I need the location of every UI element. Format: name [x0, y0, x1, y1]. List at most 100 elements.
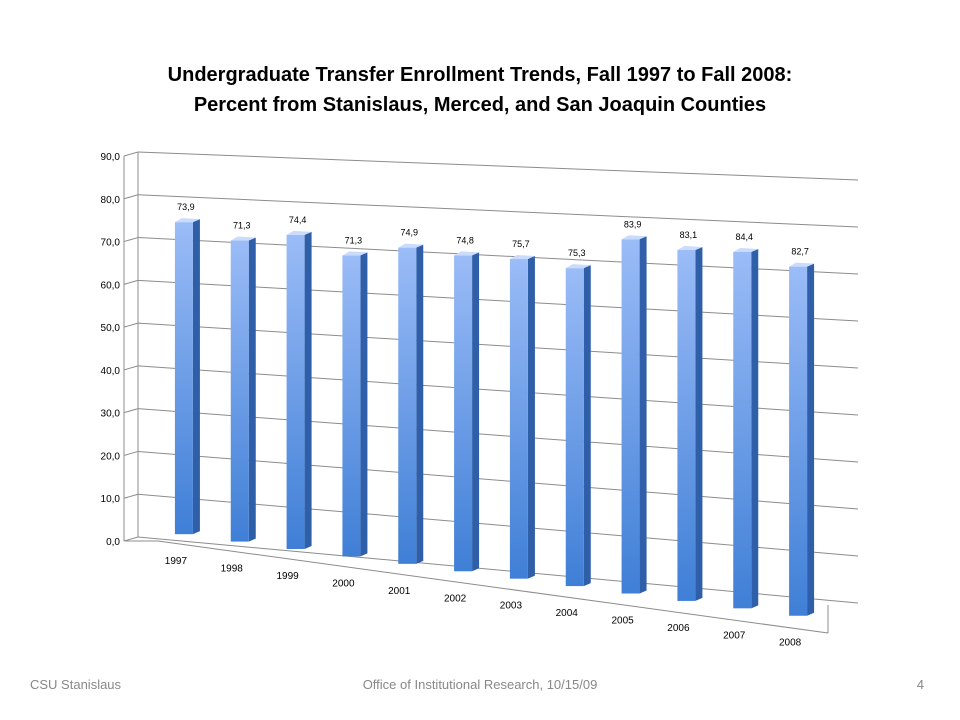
gridline-stub: [123, 408, 139, 414]
bar-front: [454, 255, 473, 572]
x-tick-label-2002: 2002: [444, 593, 467, 604]
bar-top: [398, 243, 424, 248]
bar-top: [509, 255, 535, 260]
y-tick-label: 80,0: [101, 195, 121, 206]
bar-2006: [677, 246, 703, 601]
x-tick-label-2005: 2005: [611, 616, 634, 627]
x-tick-label-2007: 2007: [723, 630, 746, 641]
bar-top: [174, 218, 200, 223]
bar-side: [192, 219, 200, 535]
gridline-stub: [123, 365, 139, 371]
bar-front: [230, 240, 249, 542]
bar-side: [751, 248, 759, 609]
y-tick-label: 10,0: [101, 494, 121, 505]
floor-front-edge: [157, 540, 829, 634]
x-tick-label-2008: 2008: [779, 638, 802, 649]
bar-side: [248, 237, 256, 542]
bar-side: [639, 236, 647, 594]
x-tick-label-2006: 2006: [667, 623, 690, 634]
bar-front: [174, 222, 193, 535]
bar-2003: [509, 255, 535, 579]
data-label-2005: 83,9: [624, 219, 642, 229]
bar-side: [807, 263, 815, 616]
footer-left-text: CSU Stanislaus: [30, 677, 122, 692]
bar-1999: [286, 230, 312, 550]
page-number: 4: [916, 677, 924, 692]
gridline-stub: [123, 279, 139, 285]
x-axis: 1997 1998 1999 2000 2001 2002 2003 2004 2005 2006…: [165, 556, 802, 649]
gridline-stub: [123, 322, 139, 328]
bar-top: [733, 247, 759, 252]
y-tick-label: 60,0: [101, 280, 121, 291]
data-label-2001: 74,9: [400, 228, 418, 238]
bar-top: [565, 264, 591, 269]
bar-2008: [789, 262, 815, 616]
bar-top: [454, 251, 480, 256]
gridline-stub: [123, 450, 139, 456]
bar-side: [583, 265, 591, 587]
bar-front: [677, 250, 696, 601]
x-tick-label-1998: 1998: [221, 564, 244, 575]
bar-front: [789, 266, 808, 616]
x-tick-label-1997: 1997: [165, 556, 188, 567]
data-label-2003: 75,7: [512, 239, 530, 249]
bar-side: [360, 252, 368, 557]
bar-2001: [398, 243, 424, 564]
y-tick-label: 90,0: [101, 152, 121, 163]
data-label-2008: 82,7: [791, 247, 809, 257]
bar-top: [342, 251, 368, 256]
bar-front: [398, 247, 417, 564]
bar-side: [695, 247, 703, 601]
y-tick-label: 70,0: [101, 238, 121, 249]
gridline-stub: [123, 151, 139, 157]
bar-2000: [342, 251, 368, 557]
bar-side: [416, 244, 424, 564]
x-tick-label-2001: 2001: [388, 586, 411, 597]
bar-series: [174, 218, 815, 616]
bar-side: [527, 256, 535, 579]
data-label-1997: 73,9: [177, 202, 195, 212]
y-axis: 0,0 10,0 20,0 30,0 40,0 50,0 60,0 70,0 80,0 90,0: [101, 152, 121, 548]
data-label-2006: 83,1: [680, 230, 698, 240]
y-tick-label: 50,0: [101, 323, 121, 334]
y-tick-label: 20,0: [101, 451, 121, 462]
bar-top: [789, 262, 815, 267]
y-tick-label: 0,0: [106, 537, 120, 548]
x-tick-label-1999: 1999: [276, 571, 299, 582]
bar-side: [304, 231, 312, 550]
data-labels: 73,9 71,3 74,4 71,3 74,9 74,8 75,7 75,3 83,9 83,1…: [177, 202, 809, 258]
bar-2004: [565, 264, 591, 587]
bar-1997: [174, 218, 200, 535]
data-label-1999: 74,4: [289, 215, 307, 225]
bar-front: [509, 259, 528, 579]
data-label-2002: 74,8: [456, 235, 474, 245]
gridline-stub: [123, 493, 139, 499]
footer-center-text: Office of Institutional Research, 10/15/…: [362, 677, 598, 692]
gridline: [137, 194, 859, 228]
x-tick-label-2004: 2004: [556, 608, 579, 619]
gridline-stub: [123, 237, 139, 243]
bar-2005: [621, 235, 647, 594]
bar-front: [565, 268, 584, 587]
bar-top: [286, 230, 312, 235]
bar-front: [286, 234, 305, 550]
gridline: [137, 151, 859, 181]
gridline-stub: [123, 536, 139, 542]
bar-front: [342, 255, 361, 557]
chart-title-line-2: Percent from Stanislaus, Merced, and San…: [193, 94, 767, 116]
x-tick-label-2000: 2000: [332, 578, 355, 589]
y-tick-label: 30,0: [101, 409, 121, 420]
bar-front: [621, 239, 640, 594]
chart-title: Undergraduate Transfer Enrollment Trends…: [60, 60, 900, 120]
bar-top: [677, 246, 703, 251]
chart-title-line-1: Undergraduate Transfer Enrollment Trends…: [167, 64, 793, 86]
bar-front: [733, 251, 752, 609]
data-label-2004: 75,3: [568, 248, 586, 258]
gridline-stub: [123, 194, 139, 200]
data-label-2007: 84,4: [735, 232, 753, 242]
data-label-2000: 71,3: [345, 235, 363, 245]
bar-top: [230, 236, 256, 241]
bar-top: [621, 235, 647, 240]
bar-side: [472, 252, 480, 572]
